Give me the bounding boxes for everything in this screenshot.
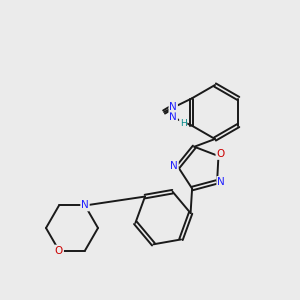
Text: N: N (170, 161, 178, 171)
Text: N: N (217, 177, 225, 187)
Text: O: O (55, 245, 63, 256)
Text: N: N (169, 112, 177, 122)
Text: N: N (169, 101, 177, 112)
Text: N: N (81, 200, 89, 211)
Text: O: O (216, 149, 225, 159)
Text: H: H (180, 119, 187, 128)
